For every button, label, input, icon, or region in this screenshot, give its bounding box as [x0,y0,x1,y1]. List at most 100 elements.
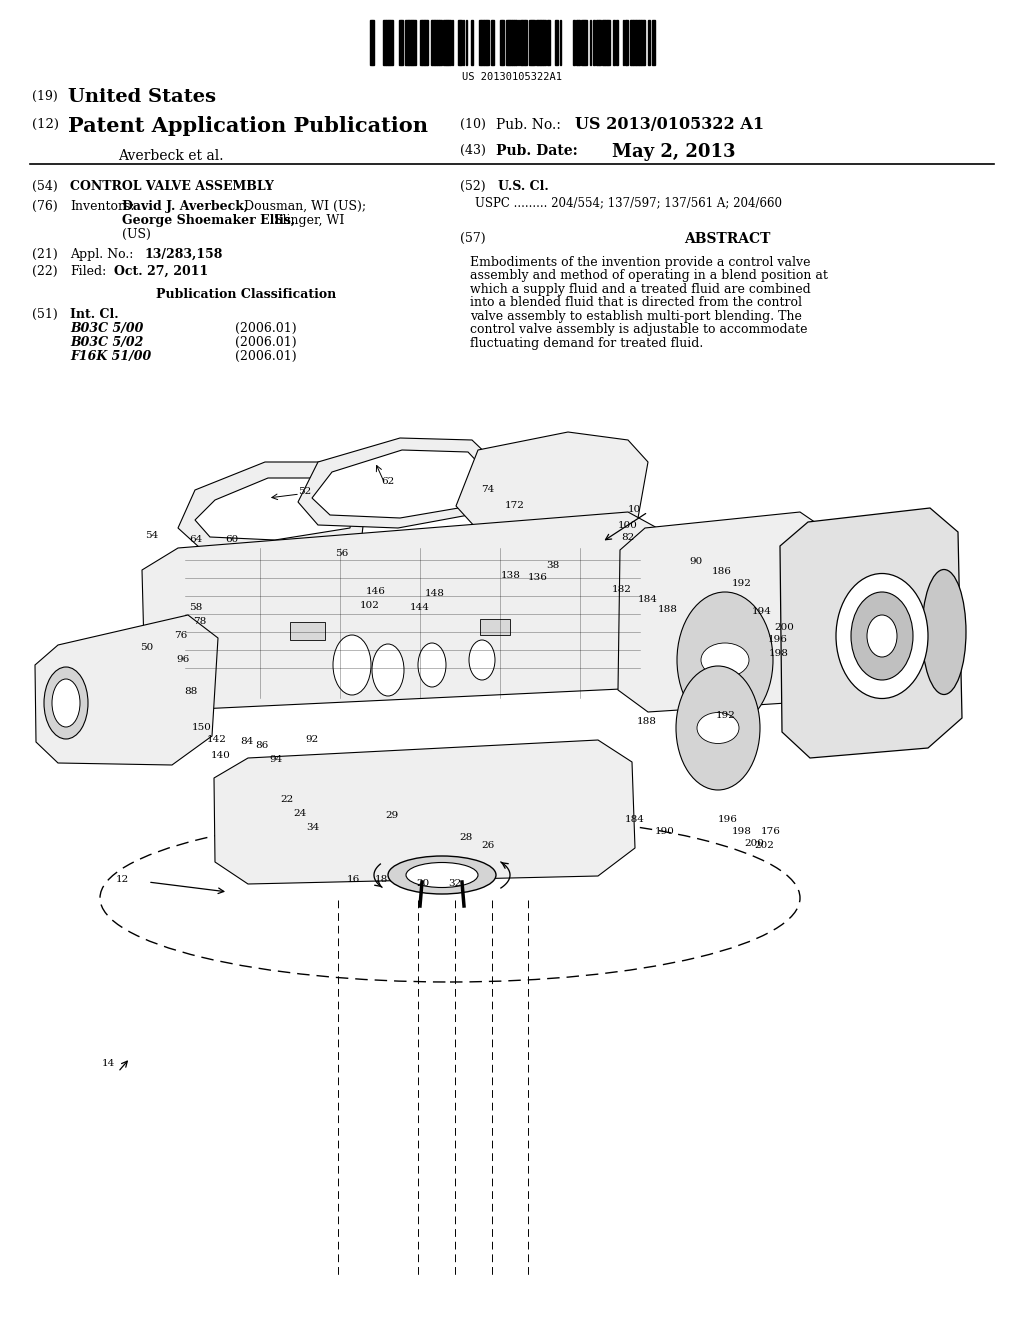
Ellipse shape [333,635,371,696]
Text: 52: 52 [298,487,311,496]
Text: (52): (52) [460,180,485,193]
Ellipse shape [867,615,897,657]
Polygon shape [35,615,218,766]
Bar [471,20,473,65]
Text: (76): (76) [32,201,57,213]
Text: USPC ......... 204/554; 137/597; 137/561 A; 204/660: USPC ......... 204/554; 137/597; 137/561… [475,195,782,209]
Text: 64: 64 [189,536,203,544]
Bar [484,20,486,65]
Text: 74: 74 [481,486,495,495]
Bar [443,20,446,65]
Bar [520,20,522,65]
Polygon shape [298,438,495,528]
Bar [409,20,411,65]
Text: 32: 32 [449,879,462,888]
Bar [420,20,422,65]
Text: 88: 88 [184,688,198,697]
Bar [510,20,512,65]
Ellipse shape [469,640,495,680]
Text: Appl. No.:: Appl. No.: [70,248,133,261]
Ellipse shape [922,569,966,694]
Ellipse shape [676,667,760,789]
Text: 20: 20 [417,879,430,888]
Bar [616,20,618,65]
Text: 200: 200 [774,623,794,632]
Text: May 2, 2013: May 2, 2013 [612,143,735,161]
Text: Inventors:: Inventors: [70,201,134,213]
Polygon shape [780,508,962,758]
Text: George Shoemaker Ellis,: George Shoemaker Ellis, [122,214,295,227]
Polygon shape [618,512,845,711]
Text: 28: 28 [460,833,473,842]
Text: 196: 196 [768,635,787,644]
Text: Patent Application Publication: Patent Application Publication [68,116,428,136]
Text: 78: 78 [194,618,207,627]
Text: 10: 10 [628,506,641,515]
Polygon shape [312,450,485,517]
Text: 194: 194 [752,607,772,616]
Text: Oct. 27, 2011: Oct. 27, 2011 [114,265,208,279]
Text: F16K 51/00: F16K 51/00 [70,350,152,363]
Text: 198: 198 [732,828,752,837]
Bar [502,20,504,65]
Text: (10): (10) [460,117,485,131]
Ellipse shape [701,643,749,677]
Text: 24: 24 [293,808,306,817]
Text: (43): (43) [460,144,485,157]
Bar [648,20,650,65]
Text: 196: 196 [718,816,738,825]
Bar [633,20,636,65]
Text: 62: 62 [381,478,394,487]
Text: Averbeck et al.: Averbeck et al. [118,149,223,162]
Text: 86: 86 [255,741,268,750]
Bar [599,20,601,65]
Text: 90: 90 [689,557,702,566]
Text: 96: 96 [176,656,189,664]
Ellipse shape [372,644,404,696]
Bar [439,20,442,65]
Bar [522,20,525,65]
Text: (22): (22) [32,265,57,279]
Polygon shape [142,512,685,710]
Bar [605,20,607,65]
Text: 84: 84 [241,738,254,747]
Bar [585,20,587,65]
Text: 150: 150 [193,723,212,733]
Text: 16: 16 [346,875,359,884]
Bar [548,20,550,65]
Text: US 20130105322A1: US 20130105322A1 [463,73,562,82]
Text: assembly and method of operating in a blend position at: assembly and method of operating in a bl… [470,269,827,282]
Text: 58: 58 [189,603,203,612]
Bar [613,20,615,65]
Text: (54): (54) [32,180,57,193]
Text: 34: 34 [306,824,319,833]
Bar [500,20,502,65]
Text: 100: 100 [618,520,638,529]
Text: 184: 184 [638,595,658,605]
Text: U.S. Cl.: U.S. Cl. [498,180,549,193]
Text: 200: 200 [744,838,764,847]
Text: 198: 198 [769,648,788,657]
Text: 94: 94 [269,755,283,764]
Bar [593,20,595,65]
Ellipse shape [836,573,928,698]
Text: 76: 76 [174,631,187,640]
Text: fluctuating demand for treated fluid.: fluctuating demand for treated fluid. [470,337,703,350]
Text: 148: 148 [425,589,445,598]
Polygon shape [456,432,648,533]
Text: 140: 140 [211,751,231,759]
Text: 13/283,158: 13/283,158 [145,248,223,261]
Text: 146: 146 [366,587,386,597]
Text: CONTROL VALVE ASSEMBLY: CONTROL VALVE ASSEMBLY [70,180,273,193]
Bar [487,20,489,65]
Bar [626,20,628,65]
Ellipse shape [697,713,739,743]
Text: 182: 182 [612,585,632,594]
Text: 190: 190 [655,828,675,837]
Text: control valve assembly is adjustable to accommodate: control valve assembly is adjustable to … [470,323,808,337]
Ellipse shape [388,855,496,894]
Bar [573,20,575,65]
Ellipse shape [52,678,80,727]
Bar [481,20,484,65]
Bar [399,20,401,65]
